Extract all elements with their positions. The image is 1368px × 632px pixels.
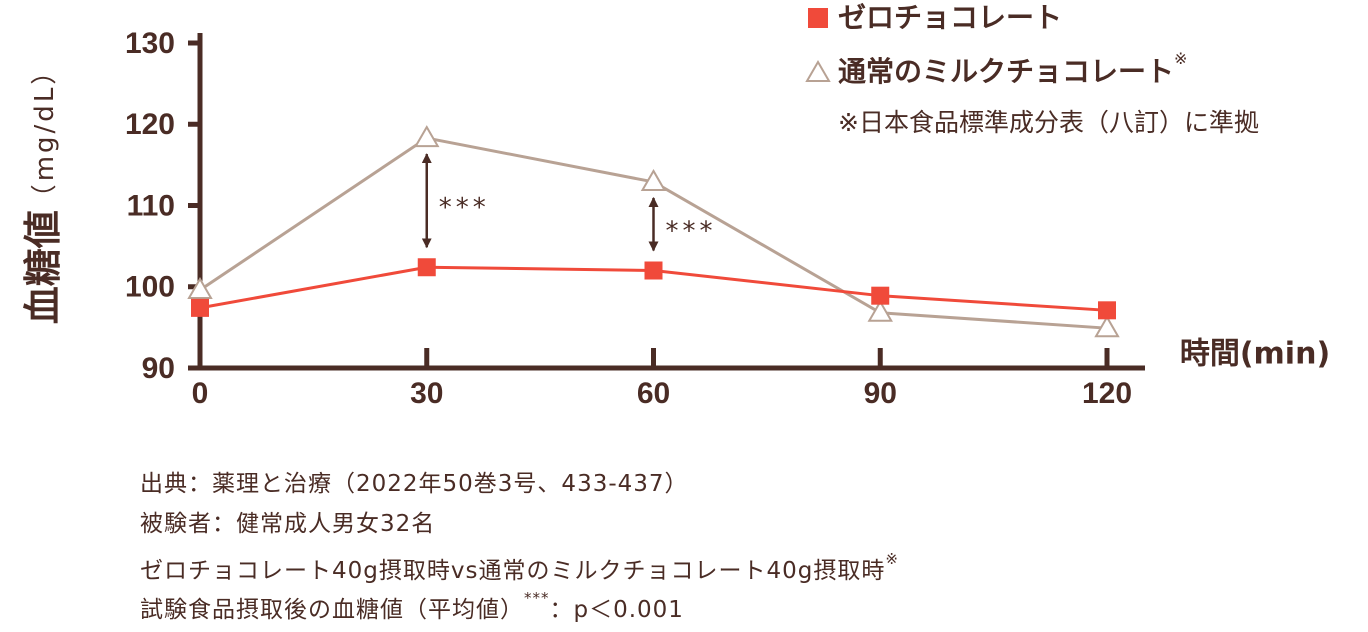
y-tick-label: 90	[142, 352, 175, 385]
y-tick-label: 130	[125, 27, 175, 60]
legend-square	[808, 8, 828, 28]
footnote-sup: ***	[524, 589, 550, 607]
footnote-text: 被験者：健常成人男女32名	[140, 511, 435, 537]
footnote: ゼロチョコレート40g摂取時vs通常のミルクチョコレート40g摂取時※	[140, 550, 899, 584]
footnote: 試験食品摂取後の血糖値（平均値）***：p＜0.001	[140, 589, 684, 623]
x-tick-label: 30	[410, 377, 443, 410]
marker-square	[417, 258, 436, 277]
legend-label: 通常のミルクチョコレート※	[838, 49, 1187, 89]
x-tick-label: 120	[1082, 377, 1132, 410]
legend-mark: ※	[1174, 49, 1187, 68]
footnote-rest: ：p＜0.001	[550, 597, 684, 623]
legend-name: 通常のミルクチョコレート	[838, 55, 1174, 88]
significance-label: ***	[666, 217, 717, 247]
marker-triangle	[640, 168, 667, 191]
x-tick-label: 60	[637, 377, 670, 410]
y-label: 血糖値	[21, 210, 65, 324]
footnote: 出典：薬理と治療（2022年50巻3号、433-437）	[140, 471, 689, 497]
y-tick-label: 100	[125, 271, 175, 304]
footnote-text: 試験食品摂取後の血糖値（平均値）	[140, 597, 524, 623]
y-label-unit: （mg/dL）	[30, 56, 60, 211]
footnote-text: 出典：薬理と治療（2022年50巻3号、433-437）	[140, 471, 689, 497]
marker-triangle	[1094, 315, 1120, 338]
x-axis-label: 時間(min)	[1180, 337, 1330, 372]
footnote: 被験者：健常成人男女32名	[140, 511, 435, 537]
marker-square	[644, 261, 663, 280]
marker-square	[1098, 301, 1116, 320]
x-tick-label: 90	[864, 377, 897, 410]
y-axis-label: 血糖値（mg/dL）	[21, 56, 65, 325]
footnote-sup: ※	[885, 550, 899, 568]
legend-name: ゼロチョコレート	[838, 1, 1062, 34]
significance-label: ***	[439, 193, 490, 223]
marker-square	[191, 298, 209, 317]
legend-label: ゼロチョコレート	[838, 1, 1062, 34]
marker-square	[871, 286, 890, 305]
marker-triangle	[867, 299, 893, 322]
y-tick-label: 120	[125, 108, 175, 141]
legend-note: ※日本食品標準成分表（八訂）に準拠	[838, 108, 1259, 137]
legend-triangle	[805, 60, 831, 82]
y-tick-label: 110	[127, 189, 175, 222]
x-tick-label: 0	[192, 377, 209, 410]
marker-triangle	[187, 277, 213, 299]
footnote-text: ゼロチョコレート40g摂取時vs通常のミルクチョコレート40g摂取時	[140, 558, 885, 584]
marker-triangle	[414, 125, 440, 148]
